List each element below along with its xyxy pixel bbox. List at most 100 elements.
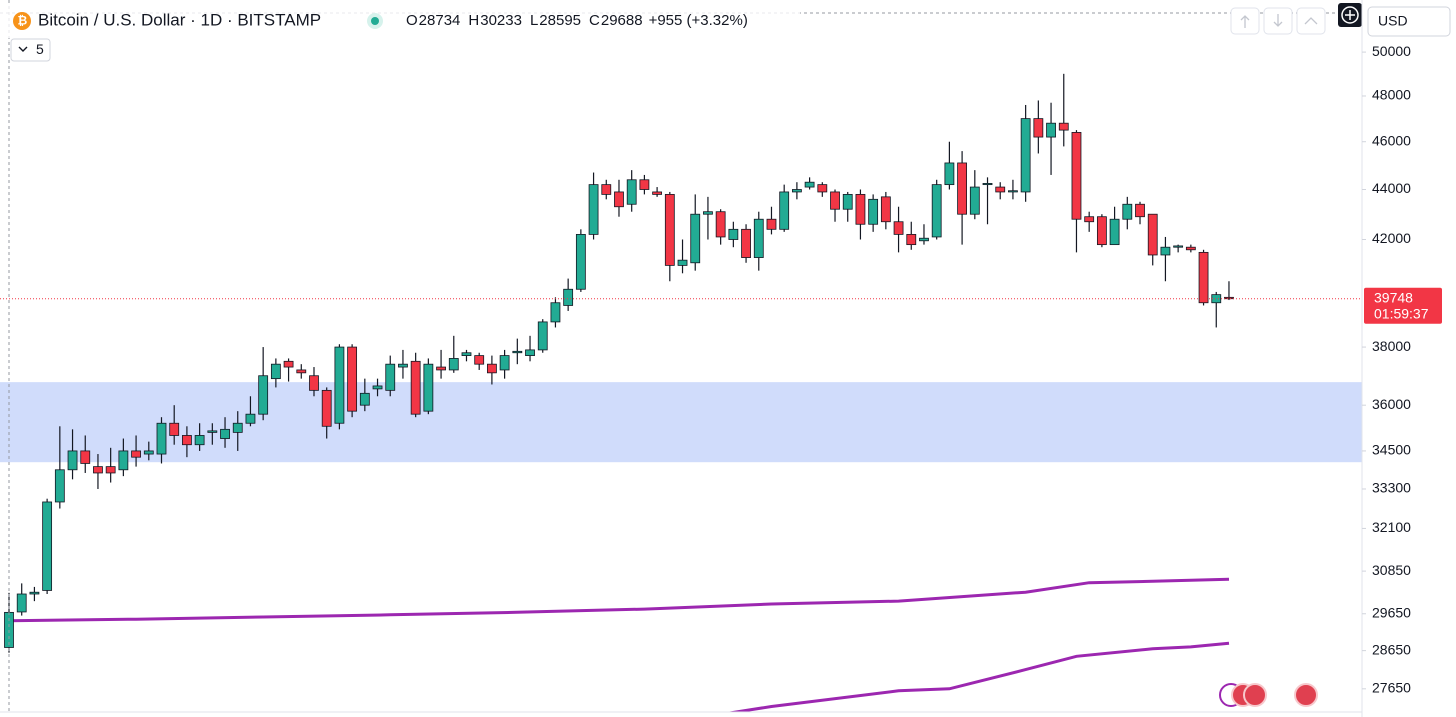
- collapse-button[interactable]: [1296, 7, 1326, 35]
- candle-body: [448, 358, 459, 371]
- candle-body: [385, 363, 396, 391]
- y-tick-label: 34500: [1372, 442, 1411, 458]
- candle-body: [703, 211, 713, 215]
- candle-body: [906, 233, 917, 246]
- candle-body: [359, 392, 370, 406]
- candle-body: [207, 430, 218, 433]
- plus-icon: [1345, 10, 1355, 20]
- candle-body: [105, 466, 116, 474]
- candle-body: [1185, 246, 1196, 251]
- candle-body: [715, 211, 726, 238]
- candle-body: [194, 435, 205, 446]
- y-tick-label: 32100: [1372, 519, 1411, 535]
- candle-body: [309, 375, 319, 391]
- candle-body: [461, 352, 472, 356]
- candle-body: [563, 288, 574, 306]
- y-tick-label: 29650: [1372, 604, 1411, 620]
- candle-body: [80, 450, 91, 464]
- candle-body: [919, 237, 929, 242]
- candle-body: [804, 181, 815, 188]
- candle-body: [1008, 190, 1018, 193]
- candle-body: [156, 422, 167, 455]
- candle-body: [474, 355, 485, 365]
- arrow-up-icon: [1240, 15, 1250, 28]
- candle-body: [487, 363, 497, 374]
- candle-body: [1147, 213, 1158, 256]
- candle-body: [995, 186, 1006, 193]
- chart-title: Bitcoin / U.S. Dollar · 1D · BITSTAMP: [38, 10, 321, 29]
- candle-body: [1058, 122, 1069, 131]
- candle-body: [817, 184, 828, 193]
- ohlc-value: 28595: [539, 12, 581, 29]
- candle-body: [537, 321, 548, 351]
- us-event-icon[interactable]: [1294, 683, 1318, 707]
- candle-body: [410, 360, 421, 415]
- y-tick-label: 44000: [1372, 180, 1411, 196]
- y-tick-label: 33300: [1372, 480, 1411, 496]
- candle-body: [830, 191, 840, 210]
- candle-body: [690, 213, 701, 264]
- ohlc-value: 28734: [419, 12, 461, 29]
- candle-body: [347, 346, 358, 412]
- candle-body: [525, 349, 535, 356]
- candle-body: [1135, 203, 1145, 218]
- header-backdrop: [0, 4, 800, 38]
- ohlc-legend: O 28734 H 30233 L 28595 C 29688 +955 (+3.32%): [406, 12, 748, 29]
- candle-body: [969, 186, 980, 215]
- candle-body: [1122, 203, 1133, 220]
- candle-body: [436, 366, 446, 371]
- candle-body: [728, 228, 739, 240]
- ohlc-key: C: [589, 12, 600, 29]
- candle-body: [499, 355, 510, 371]
- candle-body: [42, 501, 53, 591]
- candle-body: [791, 189, 802, 193]
- last-price-label: 39748: [1374, 289, 1413, 305]
- candle-body: [652, 191, 663, 195]
- us-event-icon[interactable]: [1243, 683, 1267, 707]
- candle-body: [1096, 216, 1107, 246]
- candle-body: [29, 591, 40, 595]
- arrow-down-icon: [1273, 14, 1283, 27]
- candle-body: [601, 184, 612, 195]
- candle-body: [779, 191, 790, 230]
- candle-body: [842, 193, 853, 210]
- chevron-up-icon: [1304, 17, 1318, 25]
- candle-body: [614, 191, 624, 208]
- currency-button[interactable]: [1367, 6, 1451, 37]
- ohlc-key: L: [530, 12, 538, 29]
- indicator-toggle[interactable]: [10, 38, 51, 62]
- candle-body: [855, 193, 866, 225]
- candle-body: [54, 469, 65, 503]
- indicator-count: 5: [36, 41, 44, 57]
- candle-body: [1198, 251, 1209, 304]
- candle-body: [677, 259, 688, 266]
- candle-body: [982, 183, 993, 186]
- candle-body: [753, 218, 764, 258]
- candle-body: [1211, 294, 1222, 304]
- y-tick-label: 42000: [1372, 230, 1411, 246]
- candle-body: [1173, 245, 1184, 248]
- candle-body: [588, 184, 599, 235]
- candle-body: [741, 228, 751, 258]
- ohlc-value: 30233: [480, 12, 522, 29]
- candle-body: [169, 422, 180, 436]
- bitcoin-icon: [13, 12, 31, 30]
- y-tick-label: 38000: [1372, 338, 1411, 354]
- candle-body: [575, 233, 586, 290]
- candle-body: [296, 369, 307, 374]
- candle-body: [931, 184, 942, 238]
- candle-body: [1160, 246, 1171, 256]
- candle-body: [118, 450, 129, 471]
- candle-body: [398, 363, 408, 368]
- candle-body: [16, 593, 27, 613]
- candle-body: [893, 221, 904, 235]
- candle-body: [321, 389, 332, 427]
- currency-label: USD: [1378, 13, 1408, 29]
- candle-body: [423, 363, 434, 412]
- candle-body: [1224, 296, 1234, 300]
- candle-body: [93, 466, 103, 474]
- candle-body: [372, 385, 383, 390]
